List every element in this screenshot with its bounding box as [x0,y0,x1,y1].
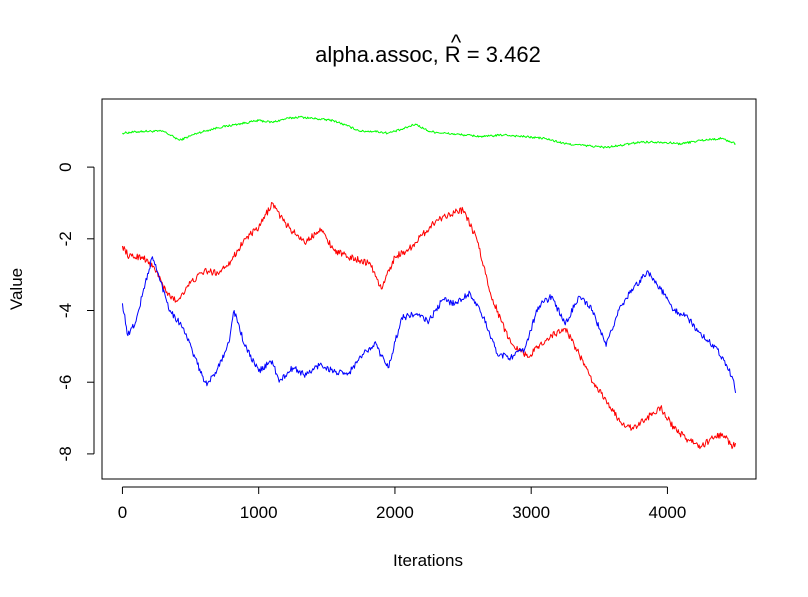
y-tick-label: 0 [56,162,75,171]
x-tick-label: 2000 [376,503,414,522]
chain-trace-1 [122,115,736,149]
chart-title-suffix: = 3.462 [461,42,541,67]
plot-frame [101,98,757,480]
chart-title: alpha.assoc, R = 3.462 [315,42,541,67]
chain-trace-2 [121,202,737,450]
chart-title-symbol: R [445,42,461,67]
x-axis: 0 1000 2000 3000 4000 [118,486,687,522]
x-tick-label: 4000 [649,503,687,522]
chain-trace-3 [121,256,737,394]
chart-title-hat: ^ [451,30,462,55]
trace-lines [121,115,737,450]
x-tick-label: 0 [118,503,127,522]
y-tick-label: -2 [56,231,75,246]
y-tick-label: -8 [56,446,75,461]
y-axis-label: Value [7,268,26,310]
x-axis-label: Iterations [393,551,463,570]
y-tick-label: -6 [56,375,75,390]
x-tick-label: 3000 [512,503,550,522]
chart-title-prefix: alpha.assoc, [315,42,445,67]
y-axis: 0 -2 -4 -6 -8 [56,162,95,461]
x-tick-label: 1000 [240,503,278,522]
y-tick-label: -4 [56,303,75,318]
